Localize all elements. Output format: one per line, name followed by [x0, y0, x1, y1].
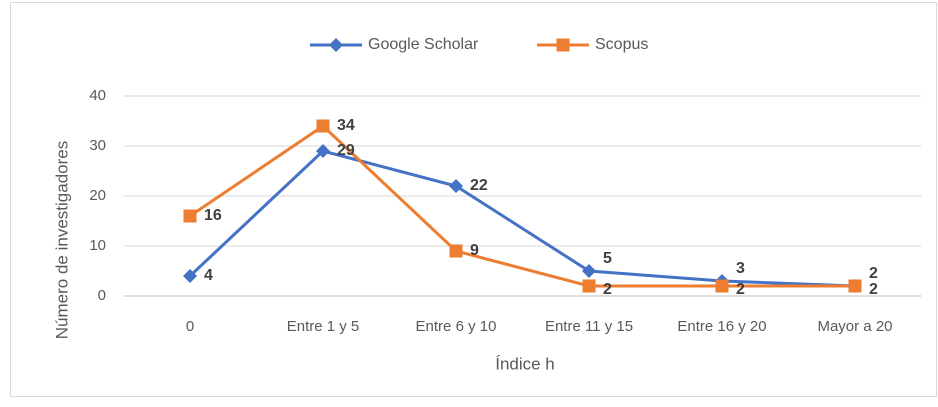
marker [582, 279, 596, 293]
data-label: 2 [736, 281, 745, 298]
x-tick-label: Mayor a 20 [817, 318, 892, 335]
y-tick-label: 10 [89, 237, 106, 254]
data-label: 34 [337, 117, 355, 134]
data-label: 29 [337, 142, 355, 159]
x-tick-label: Entre 6 y 10 [416, 318, 497, 335]
data-label: 2 [603, 281, 612, 298]
data-label: 9 [470, 242, 479, 259]
y-tick-label: 30 [89, 137, 106, 154]
data-label: 5 [603, 250, 612, 267]
y-tick-label: 40 [89, 87, 106, 104]
data-label: 3 [736, 260, 745, 277]
x-tick-label: Entre 11 y 15 [545, 318, 633, 335]
legend-label: Scopus [595, 36, 648, 53]
x-axis-title: Índice h [495, 354, 555, 373]
marker [449, 179, 463, 193]
x-tick-label: Entre 1 y 5 [287, 318, 360, 335]
series-line [189, 124, 855, 288]
marker [329, 38, 343, 52]
y-axis-title: Número de investigadores [52, 141, 71, 339]
data-label: 2 [869, 281, 878, 298]
marker [848, 279, 862, 293]
marker [715, 279, 729, 293]
data-label: 2 [869, 265, 878, 282]
marker [449, 244, 463, 258]
marker [183, 269, 197, 283]
marker [316, 144, 330, 158]
data-label: 4 [204, 267, 213, 284]
chart-frame [10, 2, 937, 397]
data-label: 16 [204, 207, 222, 224]
y-tick-label: 0 [98, 287, 106, 304]
marker [556, 38, 570, 52]
x-tick-label: Entre 16 y 20 [677, 318, 766, 335]
series-line [188, 149, 856, 288]
legend-label: Google Scholar [368, 36, 479, 53]
marker [582, 264, 596, 278]
x-tick-label: 0 [186, 318, 194, 335]
marker [183, 209, 197, 223]
y-tick-label: 20 [89, 187, 106, 204]
marker [316, 119, 330, 133]
data-label: 22 [470, 177, 488, 194]
